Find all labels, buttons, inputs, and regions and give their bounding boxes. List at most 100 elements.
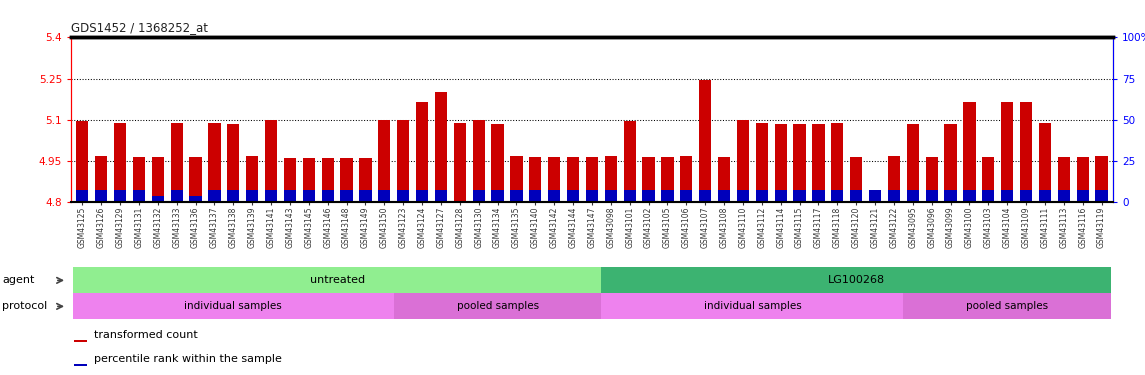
Bar bbox=[208, 123, 221, 202]
Bar bbox=[945, 190, 957, 202]
Bar bbox=[718, 157, 731, 203]
Bar bbox=[903, 293, 1111, 320]
Bar bbox=[95, 156, 108, 203]
Bar bbox=[133, 157, 145, 203]
Bar bbox=[945, 124, 957, 202]
Bar bbox=[700, 80, 711, 203]
Bar bbox=[133, 190, 145, 202]
Bar bbox=[642, 190, 655, 202]
Bar bbox=[737, 120, 749, 202]
Bar bbox=[662, 190, 673, 202]
Bar bbox=[793, 190, 806, 202]
Bar bbox=[416, 190, 428, 202]
Bar bbox=[74, 340, 87, 342]
Bar bbox=[246, 156, 259, 203]
Bar bbox=[1058, 190, 1069, 202]
Bar bbox=[378, 190, 390, 202]
Bar bbox=[529, 157, 542, 203]
Bar bbox=[907, 124, 919, 202]
Bar bbox=[189, 196, 202, 202]
Text: percentile rank within the sample: percentile rank within the sample bbox=[94, 354, 282, 364]
Bar bbox=[812, 124, 824, 202]
Bar bbox=[887, 156, 900, 203]
Bar bbox=[189, 157, 202, 203]
Bar bbox=[435, 92, 447, 202]
Bar bbox=[982, 190, 995, 202]
Bar bbox=[151, 196, 164, 202]
Bar bbox=[548, 190, 560, 202]
Bar bbox=[171, 123, 183, 202]
Bar bbox=[322, 190, 334, 202]
Bar bbox=[95, 190, 108, 202]
Bar bbox=[1001, 190, 1013, 202]
Bar bbox=[907, 190, 919, 202]
Bar bbox=[73, 267, 601, 293]
Bar bbox=[680, 156, 693, 203]
Bar bbox=[1039, 190, 1051, 202]
Text: agent: agent bbox=[2, 275, 34, 285]
Bar bbox=[925, 190, 938, 202]
Bar bbox=[601, 267, 1111, 293]
Bar bbox=[982, 157, 995, 203]
Bar bbox=[435, 190, 447, 202]
Text: protocol: protocol bbox=[2, 302, 47, 311]
Bar bbox=[831, 123, 844, 202]
Bar bbox=[605, 190, 617, 202]
Bar bbox=[511, 190, 522, 202]
Bar bbox=[850, 190, 862, 202]
Text: GDS1452 / 1368252_at: GDS1452 / 1368252_at bbox=[71, 21, 208, 34]
Bar bbox=[756, 190, 768, 202]
Bar bbox=[605, 156, 617, 203]
Bar bbox=[491, 190, 504, 202]
Bar bbox=[812, 190, 824, 202]
Text: pooled samples: pooled samples bbox=[457, 302, 538, 311]
Bar bbox=[77, 190, 88, 202]
Bar bbox=[1096, 190, 1107, 202]
Bar bbox=[360, 190, 372, 202]
Bar bbox=[529, 190, 542, 202]
Bar bbox=[642, 157, 655, 203]
Bar bbox=[850, 157, 862, 203]
Bar bbox=[1039, 123, 1051, 202]
Bar bbox=[680, 190, 693, 202]
Bar bbox=[114, 190, 126, 202]
Bar bbox=[737, 190, 749, 202]
Bar bbox=[77, 121, 88, 202]
Bar bbox=[227, 190, 239, 202]
Text: individual samples: individual samples bbox=[184, 302, 282, 311]
Bar bbox=[624, 121, 635, 202]
Bar bbox=[548, 157, 560, 203]
Bar bbox=[869, 190, 882, 202]
Bar bbox=[1020, 190, 1033, 202]
Bar bbox=[700, 190, 711, 202]
Text: transformed count: transformed count bbox=[94, 330, 198, 340]
Bar bbox=[416, 102, 428, 202]
Bar bbox=[963, 102, 976, 202]
Bar bbox=[302, 158, 315, 203]
Bar bbox=[284, 158, 297, 203]
Bar bbox=[378, 120, 390, 202]
Bar bbox=[586, 190, 598, 202]
Bar bbox=[473, 120, 484, 202]
Bar bbox=[1058, 157, 1069, 203]
Bar bbox=[151, 157, 164, 203]
Bar bbox=[453, 201, 466, 202]
Text: pooled samples: pooled samples bbox=[966, 302, 1049, 311]
Bar bbox=[322, 158, 334, 203]
Bar bbox=[756, 123, 768, 202]
Bar bbox=[340, 158, 353, 203]
Text: individual samples: individual samples bbox=[703, 302, 801, 311]
Bar bbox=[511, 156, 522, 203]
Bar bbox=[925, 157, 938, 203]
Bar bbox=[1076, 190, 1089, 202]
Bar bbox=[831, 190, 844, 202]
Bar bbox=[1001, 102, 1013, 202]
Bar bbox=[473, 190, 484, 202]
Bar bbox=[340, 190, 353, 202]
Bar bbox=[793, 124, 806, 202]
Bar bbox=[586, 157, 598, 203]
Bar bbox=[963, 190, 976, 202]
Bar bbox=[397, 120, 410, 202]
Bar bbox=[453, 123, 466, 202]
Bar bbox=[73, 293, 394, 320]
